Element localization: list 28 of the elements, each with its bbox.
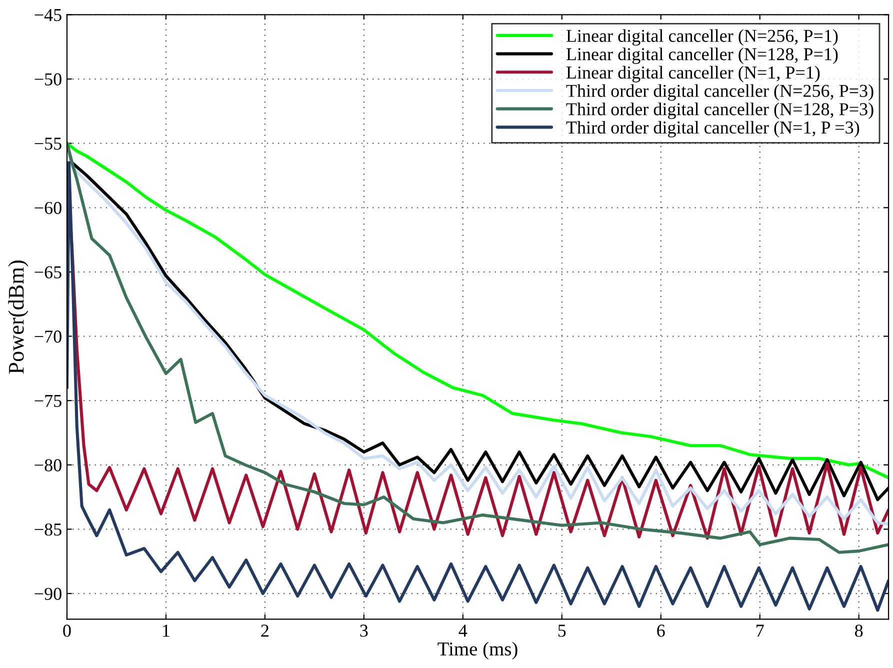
y-tick-label: −55 <box>34 138 62 150</box>
y-tick-label: −50 <box>34 73 62 86</box>
line-series <box>66 161 889 612</box>
y-tick-label: −70 <box>34 330 62 343</box>
legend-label: Third order digital canceller (N=128, P=3) <box>566 102 874 120</box>
y-axis-title: Power(dBm) <box>8 260 28 374</box>
x-axis-title: Time (ms) <box>438 642 518 660</box>
y-tick-label: −75 <box>34 395 62 408</box>
legend-label: Linear digital canceller (N=1, P=1) <box>566 66 820 82</box>
x-tick-label: 8 <box>855 624 863 637</box>
legend-label: Third order digital canceller (N=256, P=3) <box>566 84 874 101</box>
y-tick-label: −85 <box>34 523 62 536</box>
legend-label: Linear digital canceller (N=128, P=1) <box>566 48 838 64</box>
y-tick-label: −80 <box>34 459 62 472</box>
y-tick-label: −90 <box>34 588 62 600</box>
x-tick-label: 3 <box>360 624 368 637</box>
legend-label: Third order digital canceller (N=1, P =3) <box>566 120 860 138</box>
x-tick-label: 6 <box>657 624 665 637</box>
x-tick-label: 4 <box>458 624 468 637</box>
y-tick-label: −65 <box>34 266 62 278</box>
x-tick-label: 0 <box>63 624 71 637</box>
x-tick-label: 7 <box>756 624 764 637</box>
x-tick-label: 2 <box>261 624 268 637</box>
y-tick-label: −60 <box>34 202 62 214</box>
x-tick-label: 1 <box>163 624 170 637</box>
y-tick-label: −45 <box>34 9 62 22</box>
x-tick-label: 5 <box>558 624 566 637</box>
legend-label: Linear digital canceller (N=256, P=1) <box>566 29 838 46</box>
